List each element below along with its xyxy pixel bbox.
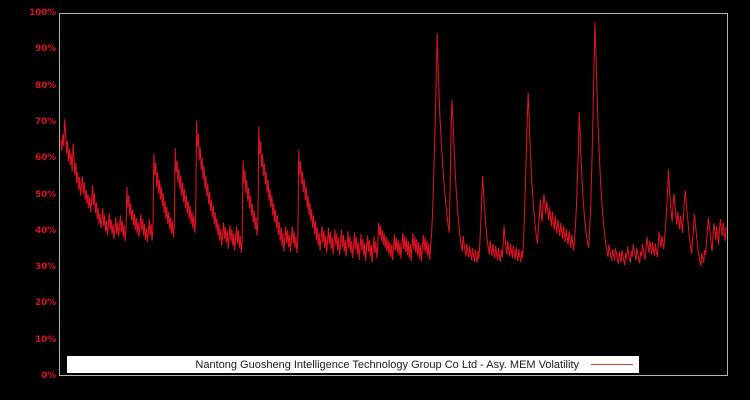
plot-area: Nantong Guosheng Intelligence Technology… xyxy=(59,13,728,376)
y-tick-label: 80% xyxy=(35,80,56,91)
y-tick-label: 30% xyxy=(35,262,56,273)
y-tick-label: 90% xyxy=(35,44,56,55)
y-tick-label: 10% xyxy=(35,334,56,345)
y-tick-label: 40% xyxy=(35,225,56,236)
volatility-series-line xyxy=(60,22,727,267)
legend-line-swatch xyxy=(591,364,633,365)
y-axis: 0% 10% 20% 30% 40% 50% 60% 70% 80% 90% 100% xyxy=(0,0,56,400)
y-tick-label: 0% xyxy=(41,371,56,381)
y-tick-label: 60% xyxy=(35,153,56,164)
legend-label: Nantong Guosheng Intelligence Technology… xyxy=(195,358,579,371)
chart-legend: Nantong Guosheng Intelligence Technology… xyxy=(67,356,639,373)
y-tick-label: 70% xyxy=(35,116,56,127)
y-tick-label: 20% xyxy=(35,298,56,309)
y-tick-label: 100% xyxy=(28,8,56,18)
series-polyline xyxy=(60,22,727,267)
y-tick-label: 50% xyxy=(35,189,56,200)
